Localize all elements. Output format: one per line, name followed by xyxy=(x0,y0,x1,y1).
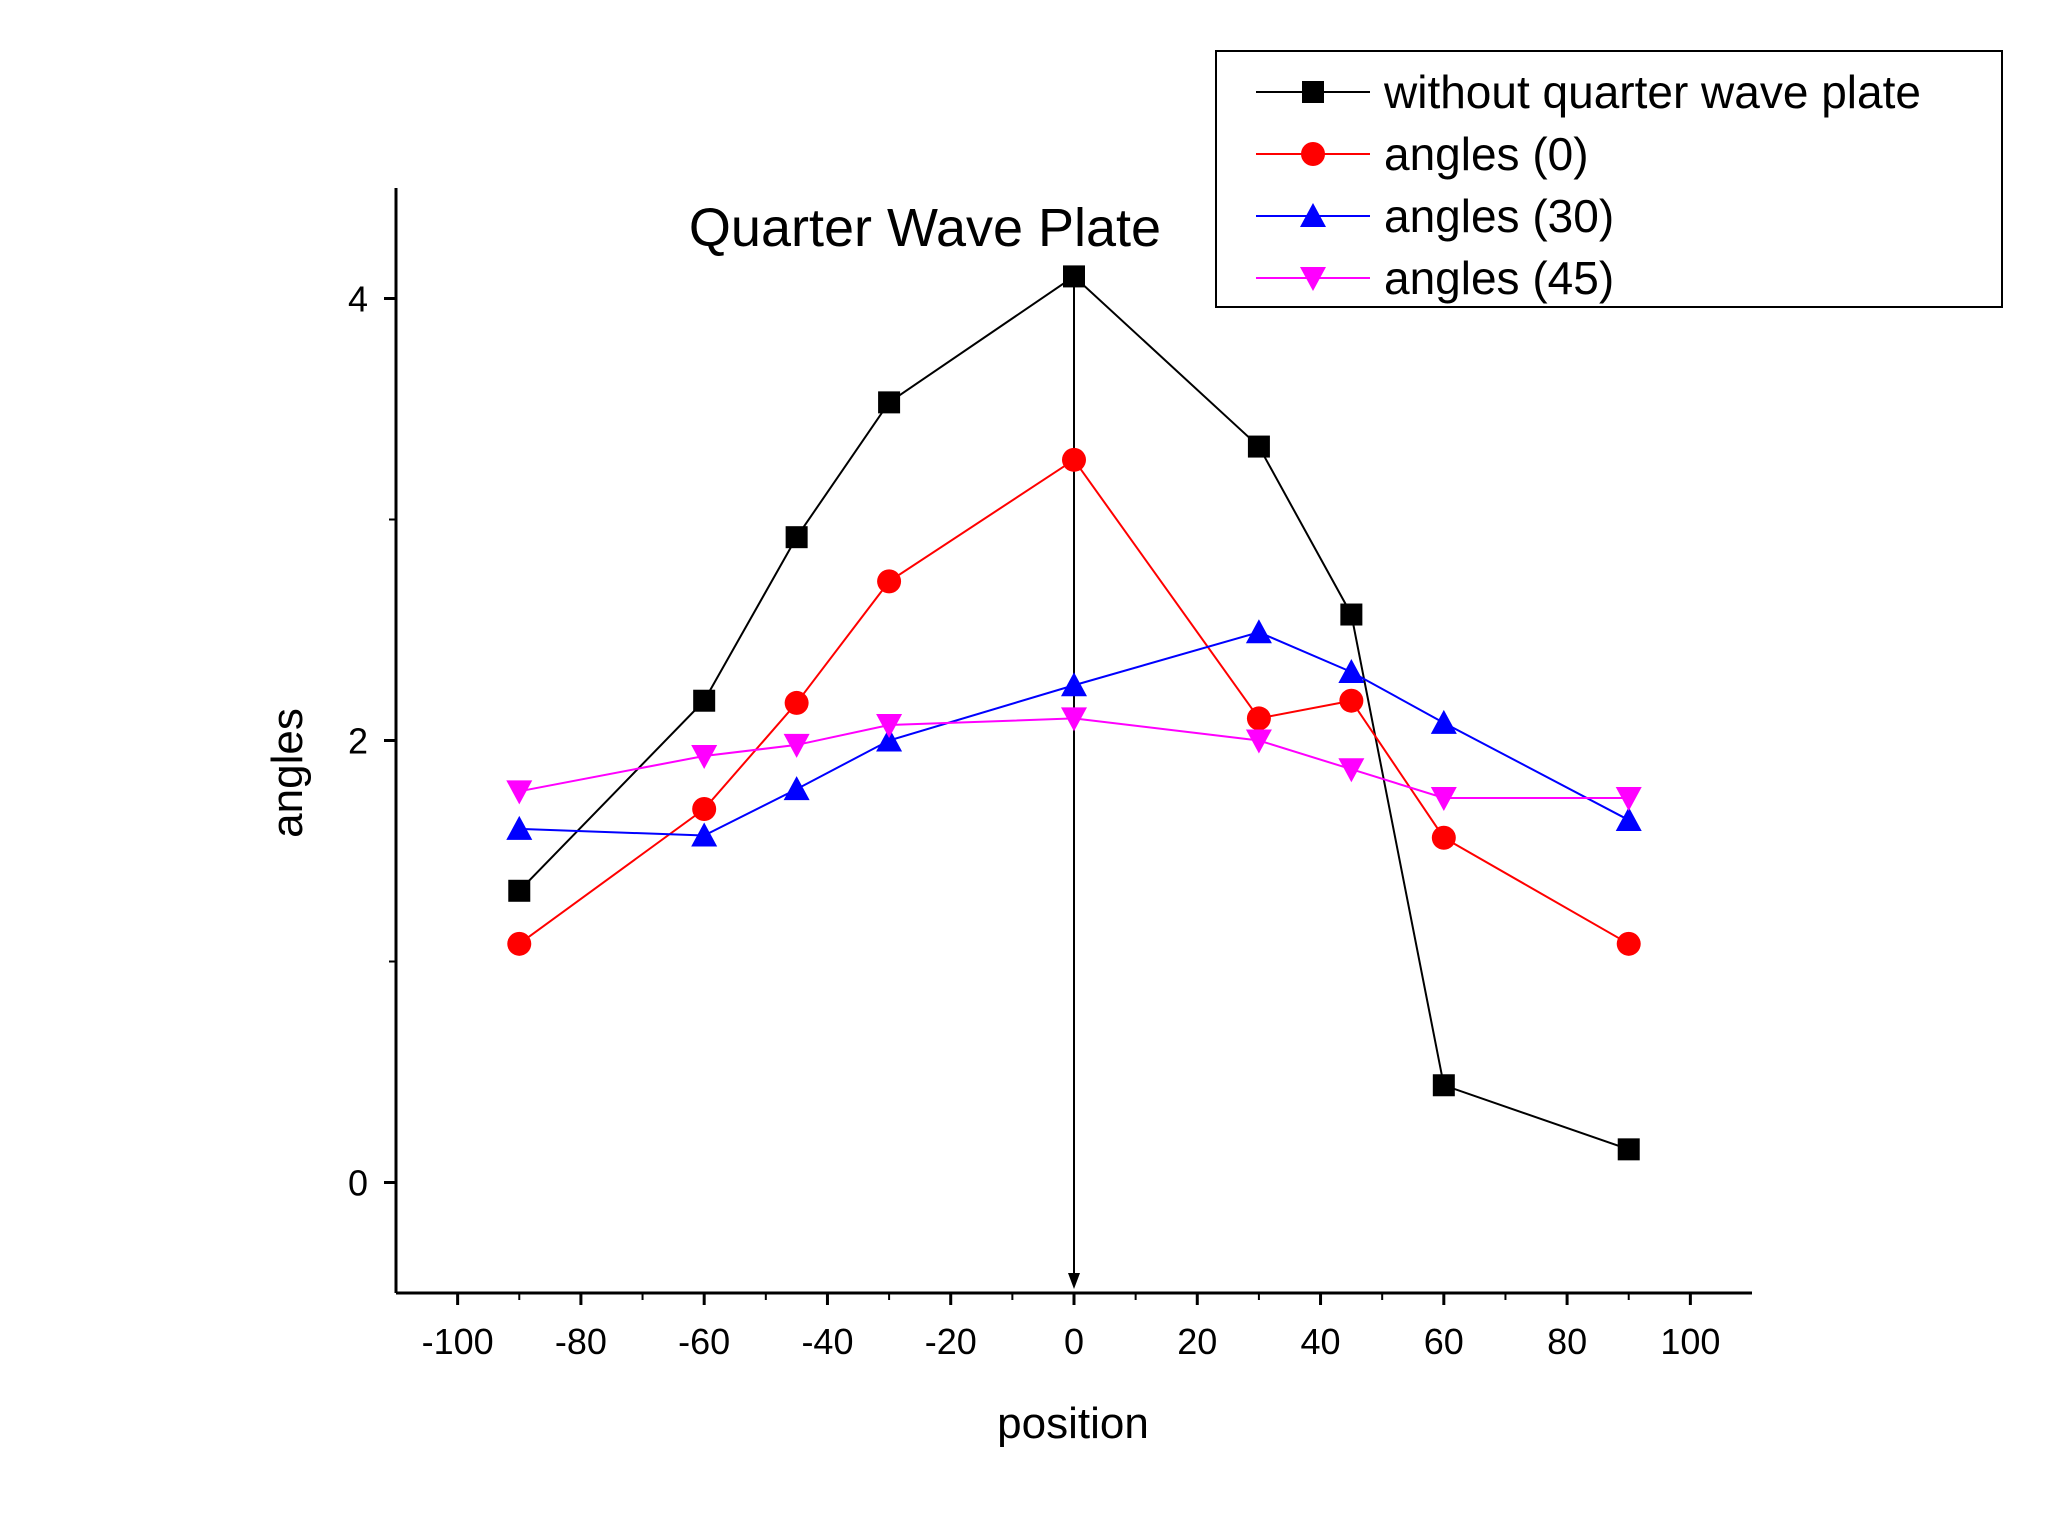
data-point xyxy=(785,526,808,549)
data-point xyxy=(783,733,810,758)
data-point xyxy=(876,714,903,739)
x-tick-label: 100 xyxy=(1660,1321,1720,1362)
data-point xyxy=(1061,672,1087,697)
series-3-markers xyxy=(506,619,1642,847)
x-axis-title: position xyxy=(997,1399,1149,1448)
y-tick-label: 4 xyxy=(348,279,368,320)
x-tick-label: -40 xyxy=(801,1321,853,1362)
data-point xyxy=(1616,931,1641,956)
x-axis-ticks: -100 -80 -60 -40 -20 0 20 40 60 80 100 xyxy=(422,1293,1720,1362)
data-point xyxy=(1430,709,1457,734)
x-tick-label: 40 xyxy=(1301,1321,1341,1362)
data-point xyxy=(783,776,810,801)
data-point xyxy=(877,569,902,594)
data-point xyxy=(691,822,718,847)
legend-box xyxy=(1215,50,2003,308)
data-point xyxy=(1063,265,1085,288)
legend-label: angles (30) xyxy=(1384,190,1614,242)
chart-title: Quarter Wave Plate xyxy=(689,198,1161,258)
data-point xyxy=(878,391,901,414)
data-point xyxy=(1430,786,1457,811)
annotation-arrow-head xyxy=(1068,1273,1080,1289)
legend: without quarter wave plate angles (0) angl… xyxy=(1215,50,2003,308)
data-point xyxy=(1061,707,1087,732)
legend-marker xyxy=(1301,142,1325,166)
data-point xyxy=(507,931,532,956)
legend-item: angles (45) xyxy=(1256,252,1614,304)
data-point xyxy=(1062,447,1086,472)
legend-label: angles (45) xyxy=(1384,252,1614,304)
data-point xyxy=(1615,807,1642,832)
data-point xyxy=(1245,729,1272,754)
data-point xyxy=(1247,435,1270,458)
x-tick-label: 0 xyxy=(1064,1321,1084,1362)
data-point xyxy=(1339,688,1364,713)
x-tick-label: 20 xyxy=(1177,1321,1217,1362)
series-2-markers xyxy=(507,447,1641,956)
data-point xyxy=(691,744,718,769)
data-point xyxy=(693,689,716,712)
legend-label: without quarter wave plate xyxy=(1383,66,1921,118)
series-4-markers xyxy=(506,707,1642,811)
legend-item: without quarter wave plate xyxy=(1256,66,1921,118)
x-tick-label: 60 xyxy=(1424,1321,1464,1362)
x-tick-label: 80 xyxy=(1547,1321,1587,1362)
data-point xyxy=(876,727,903,752)
y-tick-label: 0 xyxy=(348,1163,368,1204)
plot-area xyxy=(506,265,1642,1289)
data-point xyxy=(1246,706,1271,731)
data-point xyxy=(784,690,809,715)
y-tick-label: 2 xyxy=(348,721,368,762)
y-axis-ticks: 0 2 4 xyxy=(348,279,396,1204)
x-tick-label: -20 xyxy=(925,1321,977,1362)
y-axis-title: angles xyxy=(263,708,312,838)
legend-item: angles (30) xyxy=(1256,190,1614,242)
x-tick-label: -60 xyxy=(678,1321,730,1362)
data-point xyxy=(1615,786,1642,811)
legend-label: angles (0) xyxy=(1384,128,1589,180)
x-tick-label: -80 xyxy=(555,1321,607,1362)
data-point xyxy=(508,879,531,902)
data-point xyxy=(1338,758,1365,783)
data-point xyxy=(1432,1074,1455,1097)
x-tick-label: -100 xyxy=(422,1321,494,1362)
data-point xyxy=(1340,603,1363,626)
legend-marker xyxy=(1300,203,1326,227)
legend-marker xyxy=(1300,267,1326,291)
legend-item: angles (0) xyxy=(1256,128,1589,180)
data-point xyxy=(506,815,533,840)
data-point xyxy=(506,780,533,805)
series-1-markers xyxy=(508,265,1640,1161)
data-point xyxy=(1617,1138,1640,1161)
data-point xyxy=(1431,825,1456,850)
legend-marker xyxy=(1302,81,1324,103)
data-point xyxy=(1338,658,1365,683)
data-point xyxy=(1245,619,1272,644)
data-point xyxy=(692,797,717,822)
